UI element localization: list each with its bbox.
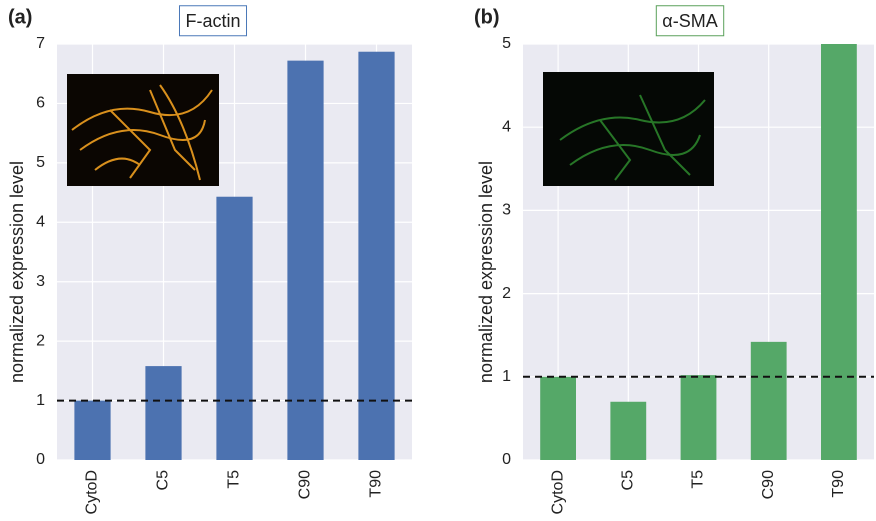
chart-title: α-SMA (662, 11, 717, 31)
bar (287, 61, 323, 460)
chart-title: F-actin (185, 11, 240, 31)
x-tick-label: T90 (368, 470, 385, 498)
y-tick-label: 4 (502, 118, 511, 135)
y-axis-label: normalized expression level (476, 161, 496, 383)
x-tick-label: C90 (760, 470, 777, 499)
y-axis-label: normalized expression level (7, 161, 27, 383)
x-tick-label: CytoD (549, 470, 566, 514)
bar (145, 366, 181, 460)
x-tick-label: T5 (226, 470, 243, 489)
y-tick-label: 1 (36, 392, 45, 409)
y-tick-label: 2 (36, 332, 45, 349)
bar (358, 52, 394, 460)
x-tick-label: T90 (830, 470, 847, 498)
y-tick-label: 6 (36, 95, 45, 112)
bar (821, 44, 857, 460)
y-tick-label: 3 (502, 202, 511, 219)
x-tick-label: C5 (155, 470, 172, 491)
x-tick-label: C90 (297, 470, 314, 499)
bar (681, 375, 717, 460)
y-tick-label: 0 (502, 451, 511, 468)
inset-frame (543, 72, 714, 186)
y-tick-label: 5 (502, 35, 511, 52)
x-tick-label: T5 (690, 470, 707, 489)
bar (74, 401, 110, 460)
bar (540, 377, 576, 460)
x-tick-label: C5 (620, 470, 637, 491)
y-tick-label: 7 (36, 35, 45, 52)
bar (610, 402, 646, 460)
figure: 0 1 2 3 4 5 6 7 CytoD C5 T5 C90 T90 normalized expres… (0, 0, 876, 521)
panel-label: (a) (8, 6, 32, 28)
bar (751, 342, 787, 460)
y-tick-label: 3 (36, 273, 45, 290)
y-tick-label: 0 (36, 451, 45, 468)
y-tick-label: 5 (36, 154, 45, 171)
y-tick-label: 1 (502, 368, 511, 385)
y-tick-label: 4 (36, 214, 45, 231)
y-tick-label: 2 (502, 285, 511, 302)
x-tick-label: CytoD (84, 470, 101, 514)
bar (216, 197, 252, 460)
inset-image-a (67, 74, 219, 186)
panel-label: (b) (474, 6, 500, 28)
inset-image-b (543, 72, 714, 186)
